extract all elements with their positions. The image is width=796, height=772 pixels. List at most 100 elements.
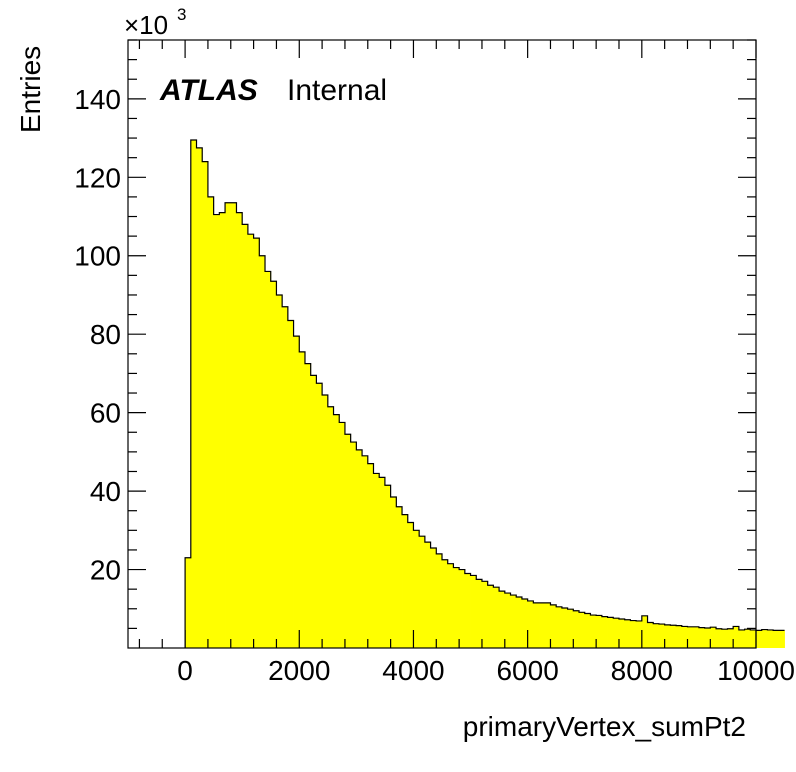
histogram-bar [521,598,529,648]
histogram-bar [778,630,785,648]
histogram-bar [613,618,620,648]
histogram-bar [653,623,660,648]
histogram-bar [767,629,774,648]
histogram-bar [687,626,694,648]
histogram-bar [247,234,254,649]
histogram-bar [265,271,272,648]
histogram-bar [676,625,683,648]
y-tick-label: 100 [74,241,121,272]
histogram-bar [316,383,323,648]
y-tick-label: 140 [74,84,121,115]
histogram-bar [442,559,449,648]
x-tick-label: 6000 [496,655,558,686]
histogram-bar [710,627,717,648]
histogram-bar [773,630,780,648]
histogram-bar [207,196,215,648]
histogram-bar [242,224,249,648]
histogram-bar [270,281,277,648]
histogram-bar [202,161,209,648]
histogram-bar [533,602,540,648]
histogram-bar [430,547,437,648]
histogram-bar [738,629,745,648]
histogram-bar [253,238,260,648]
histogram-bar [367,463,374,648]
histogram-bar [618,618,626,648]
histogram-bar [476,579,483,648]
histogram-bar [413,530,420,648]
histogram-bar [664,624,671,648]
histogram-bar [236,212,243,648]
x-tick-label: 8000 [611,655,673,686]
histogram-bar [333,414,340,648]
histogram-bar [681,626,688,648]
histogram-bar [698,627,706,648]
y-tick-label: 40 [90,476,121,507]
histogram-bar [293,336,300,648]
histogram-bar [579,612,586,648]
histogram-bar [539,602,546,648]
histogram-bar [584,613,591,648]
x-tick-label: 0 [177,655,193,686]
histogram-bar [327,406,334,648]
histogram-bar [459,569,466,648]
histogram-bar [510,595,517,648]
histogram-bar [658,624,666,648]
x-tick-label: 4000 [382,655,444,686]
histogram-bar [756,630,763,648]
status-label: Internal [287,74,387,107]
histogram-bar [219,212,226,648]
histogram-bar [499,591,506,648]
histogram-bar [287,320,294,648]
histogram-bar [282,306,289,648]
histogram-bar [470,575,477,648]
histogram-bar [213,214,220,648]
histogram-bar [750,629,757,648]
y-multiplier-exponent: 3 [177,5,186,24]
y-multiplier: ×10 [124,10,168,40]
x-axis-title: primaryVertex_sumPt2 [463,711,746,742]
histogram-bar [590,615,597,648]
histogram-bar [190,140,197,648]
y-tick-label: 80 [90,319,121,350]
histogram-bar [487,585,494,648]
histogram-bar [230,202,237,648]
histogram-bar [744,629,751,648]
histogram-bar [544,602,551,648]
histogram-bar [556,606,563,648]
histogram-bars [185,140,785,649]
histogram-bar [761,629,768,648]
histogram-bar [647,622,654,648]
histogram-bar [721,629,728,648]
histogram-bar [304,363,312,648]
histogram-bar [339,422,346,648]
histogram-bar [407,522,414,648]
histogram-bar [493,587,500,648]
y-axis-title: Entries [15,46,46,133]
plot-frame [127,39,757,649]
histogram-bar [322,394,329,648]
histogram-bar [299,351,306,648]
histogram-bar [601,616,608,648]
histogram-bar [504,593,511,648]
histogram-bar [704,627,711,648]
histogram-bar [356,449,363,648]
histogram-bar [402,514,409,648]
histogram-bar [596,615,603,648]
histogram-bar [225,202,232,648]
histogram-bar [185,557,192,648]
x-tick-label: 10000 [717,655,795,686]
histogram-bar [727,628,734,648]
histogram-bar [733,626,740,648]
histogram-bar [424,542,431,648]
histogram-bar [573,610,580,648]
histogram-bar [379,477,386,648]
histogram-bar [350,442,357,648]
histogram-bar [693,626,700,648]
histogram-bar [453,567,460,648]
histogram-bar [481,581,489,648]
histogram-bar [276,294,283,648]
x-tick-labels: 0 2000 4000 6000 8000 10000 [177,655,795,686]
histogram-bar [390,496,397,648]
histogram-outline [184,139,785,648]
histogram-bar [373,473,380,648]
